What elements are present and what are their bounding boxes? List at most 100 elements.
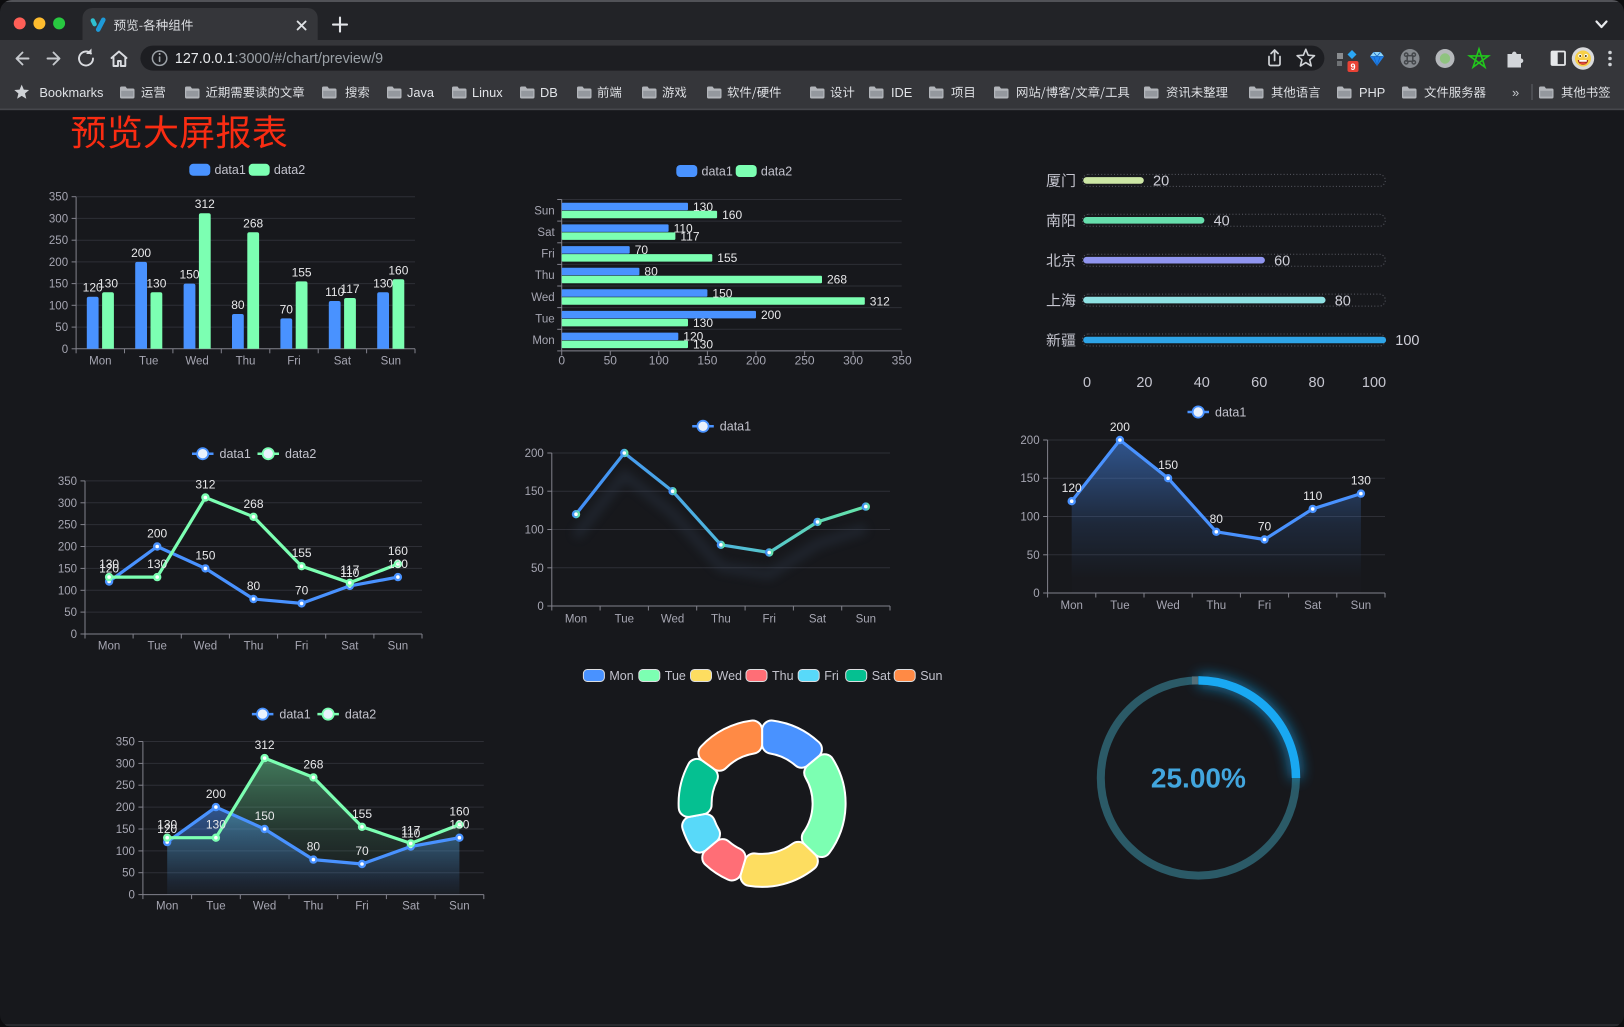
- svg-text:0: 0: [1033, 588, 1039, 600]
- svg-text:130: 130: [388, 557, 408, 571]
- svg-text:250: 250: [795, 354, 815, 368]
- svg-text:110: 110: [401, 827, 420, 841]
- svg-text:40: 40: [1194, 375, 1210, 391]
- svg-text:Tue: Tue: [535, 314, 554, 326]
- svg-text:0: 0: [537, 601, 543, 613]
- svg-text:150: 150: [58, 563, 77, 575]
- svg-text:80: 80: [247, 579, 261, 593]
- svg-text:200: 200: [1020, 435, 1039, 447]
- svg-text:120: 120: [99, 562, 119, 576]
- svg-text:350: 350: [892, 354, 912, 368]
- svg-text:Mon: Mon: [1061, 600, 1083, 612]
- svg-text:130: 130: [206, 818, 226, 832]
- svg-text:130: 130: [449, 818, 469, 832]
- svg-text:Wed: Wed: [1156, 600, 1179, 612]
- svg-text:Sat: Sat: [872, 669, 891, 683]
- svg-text:100: 100: [649, 354, 669, 368]
- svg-text:Fri: Fri: [762, 614, 775, 626]
- svg-text:Wed: Wed: [194, 641, 217, 653]
- svg-text:Thu: Thu: [772, 669, 794, 683]
- svg-text:150: 150: [1158, 458, 1178, 472]
- svg-text:Tue: Tue: [665, 669, 686, 683]
- svg-text:0: 0: [71, 629, 77, 641]
- svg-text:25.00%: 25.00%: [1151, 763, 1246, 794]
- svg-text:0: 0: [1083, 375, 1091, 391]
- svg-text:200: 200: [1110, 420, 1130, 434]
- svg-text:70: 70: [1258, 520, 1272, 534]
- svg-text:Wed: Wed: [185, 356, 208, 368]
- svg-text:0: 0: [62, 344, 68, 356]
- svg-text:100: 100: [116, 846, 135, 858]
- svg-text:120: 120: [83, 281, 103, 295]
- svg-text:data2: data2: [761, 164, 792, 178]
- svg-text:50: 50: [531, 563, 544, 575]
- svg-text:130: 130: [693, 316, 713, 330]
- svg-text:Sun: Sun: [856, 614, 876, 626]
- svg-text:160: 160: [388, 263, 408, 277]
- svg-text:160: 160: [722, 208, 742, 222]
- svg-text:80: 80: [231, 298, 245, 312]
- svg-text:130: 130: [98, 276, 118, 290]
- svg-text:20: 20: [1153, 174, 1169, 190]
- svg-text:Sun: Sun: [381, 356, 401, 368]
- svg-text:Java: Java: [407, 85, 435, 100]
- svg-text:200: 200: [147, 527, 167, 541]
- svg-text:300: 300: [49, 213, 68, 225]
- svg-text:Wed: Wed: [531, 292, 554, 304]
- svg-text:130: 130: [1351, 474, 1371, 488]
- svg-text:data2: data2: [285, 447, 316, 461]
- svg-text:350: 350: [58, 476, 77, 488]
- svg-text:110: 110: [674, 221, 693, 235]
- svg-text:130: 130: [157, 818, 177, 832]
- svg-text:Sun: Sun: [920, 669, 942, 683]
- svg-text:117: 117: [680, 229, 699, 243]
- svg-text:155: 155: [292, 546, 312, 560]
- svg-text:data1: data1: [1215, 405, 1246, 419]
- svg-text:130: 130: [693, 338, 713, 352]
- svg-text:PHP: PHP: [1359, 85, 1385, 100]
- svg-text:130: 130: [693, 200, 713, 214]
- svg-text:Sat: Sat: [334, 356, 352, 368]
- svg-text:200: 200: [58, 542, 77, 554]
- svg-text:200: 200: [49, 257, 68, 269]
- svg-text:268: 268: [243, 497, 263, 511]
- svg-text:Fri: Fri: [541, 249, 554, 261]
- svg-text:Tue: Tue: [139, 356, 158, 368]
- svg-text:Thu: Thu: [244, 641, 264, 653]
- svg-text:150: 150: [697, 354, 717, 368]
- svg-text:268: 268: [243, 216, 263, 230]
- svg-text:Thu: Thu: [711, 614, 731, 626]
- svg-text:117: 117: [401, 823, 420, 837]
- svg-text:50: 50: [1027, 550, 1040, 562]
- svg-text:Thu: Thu: [535, 270, 555, 282]
- svg-text:200: 200: [131, 246, 151, 260]
- svg-text:312: 312: [195, 478, 215, 492]
- svg-text:300: 300: [58, 498, 77, 510]
- svg-text:200: 200: [761, 308, 781, 322]
- svg-text:250: 250: [58, 520, 77, 532]
- svg-text:155: 155: [292, 265, 312, 279]
- svg-text:Thu: Thu: [1206, 600, 1226, 612]
- svg-text:80: 80: [1210, 512, 1224, 526]
- svg-text:117: 117: [340, 282, 359, 296]
- svg-text:Sat: Sat: [402, 901, 420, 913]
- svg-text:70: 70: [295, 583, 309, 597]
- svg-text:150: 150: [712, 286, 732, 300]
- svg-text:150: 150: [179, 268, 199, 282]
- svg-text:0: 0: [128, 890, 134, 902]
- svg-text:Sat: Sat: [809, 614, 827, 626]
- svg-text:Fri: Fri: [355, 901, 368, 913]
- svg-text:Tue: Tue: [148, 641, 167, 653]
- svg-text:Thu: Thu: [236, 356, 256, 368]
- svg-text:130: 130: [147, 557, 167, 571]
- svg-text:300: 300: [843, 354, 863, 368]
- svg-text:130: 130: [99, 557, 119, 571]
- svg-text:Mon: Mon: [565, 614, 587, 626]
- svg-text:100: 100: [1020, 512, 1039, 524]
- svg-text:»: »: [1512, 85, 1519, 100]
- svg-text:50: 50: [604, 354, 618, 368]
- svg-text:155: 155: [717, 251, 737, 265]
- svg-text:350: 350: [116, 737, 135, 749]
- svg-text:Fri: Fri: [824, 669, 839, 683]
- svg-text:40: 40: [1214, 214, 1230, 230]
